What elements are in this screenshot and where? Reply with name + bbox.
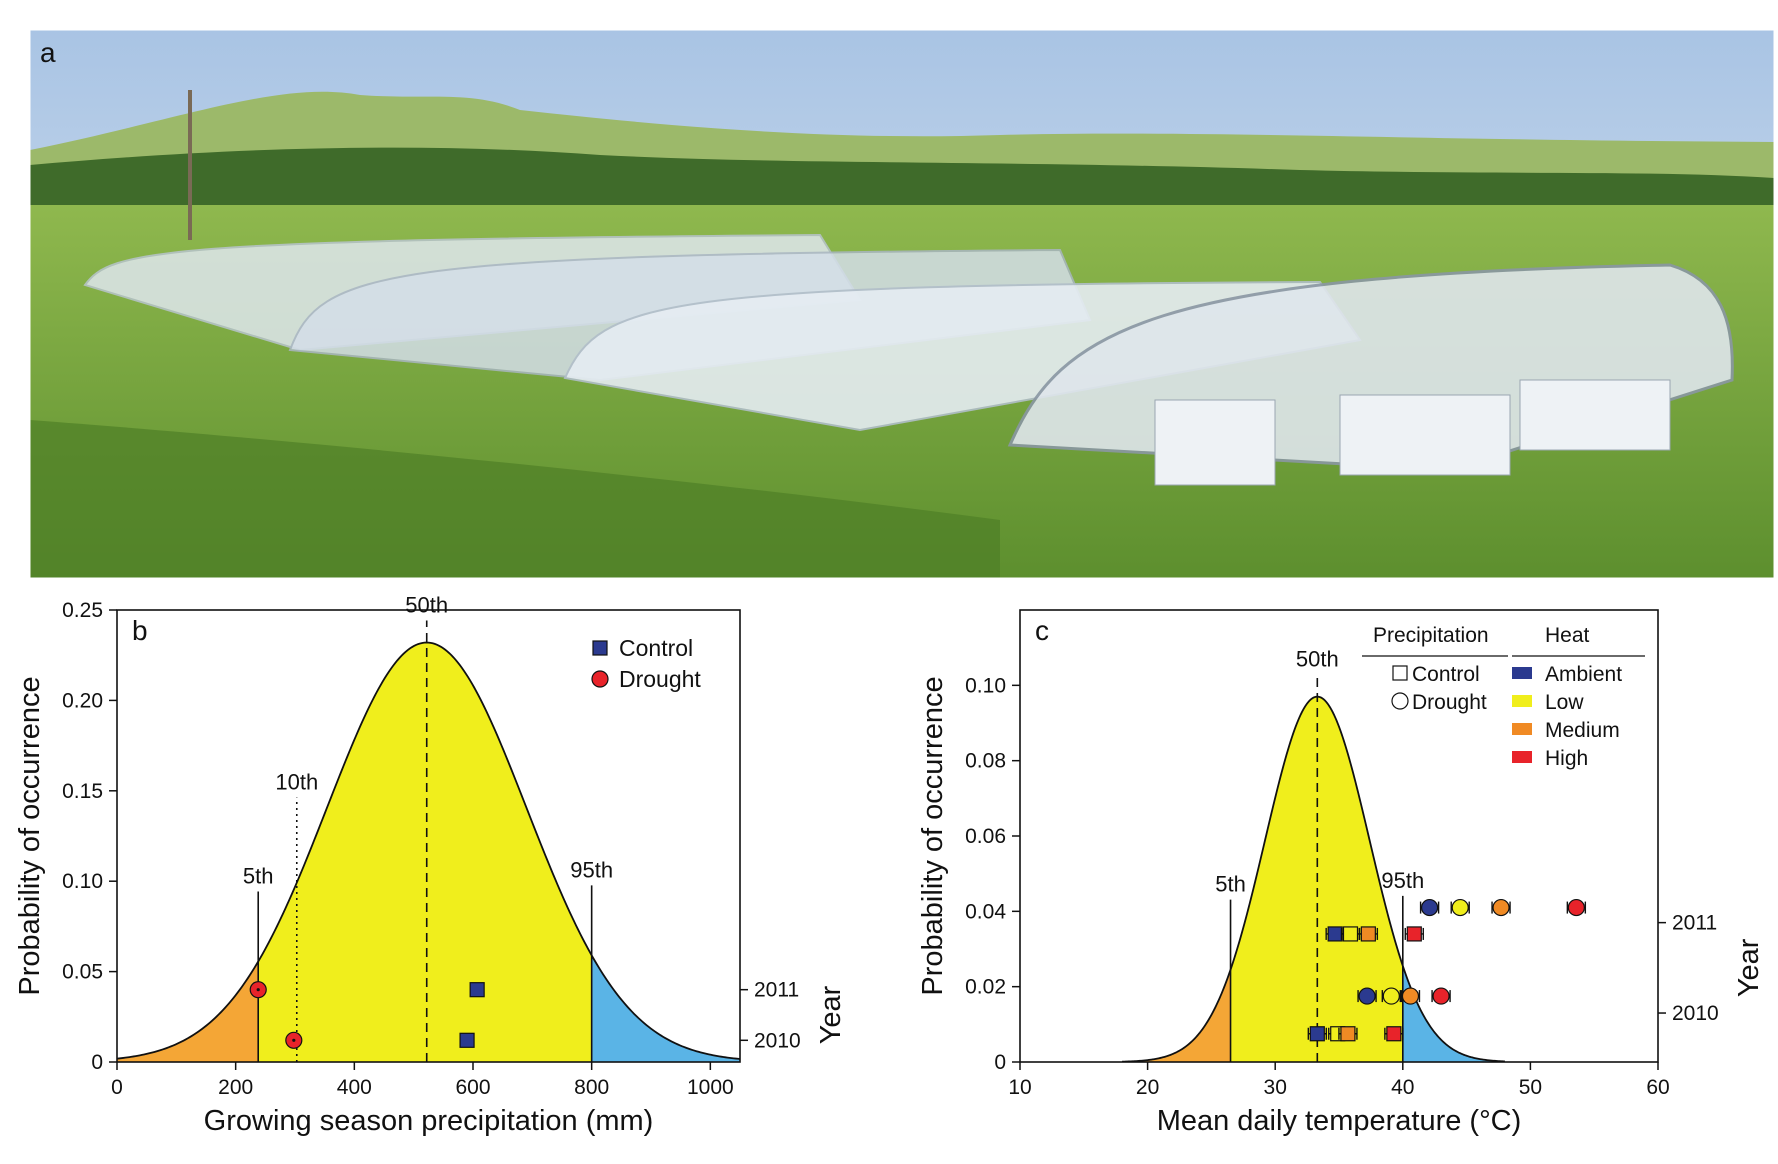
year-tick-label: 2011 — [754, 979, 799, 1002]
x-tick-label: 800 — [574, 1076, 609, 1099]
y-tick-label: 0.10 — [965, 674, 1006, 697]
x-tick-label: 60 — [1646, 1076, 1669, 1099]
x-tick-label: 10 — [1008, 1076, 1031, 1099]
x-tick-label: 0 — [111, 1076, 123, 1099]
y-tick-label: 0.15 — [62, 780, 103, 803]
y-tick-label: 0 — [994, 1051, 1006, 1074]
y-tick-label: 0.08 — [965, 750, 1006, 773]
legend-label-medium: Medium — [1545, 719, 1620, 742]
data-point-square-ambient — [1309, 1026, 1325, 1042]
x-tick-label: 400 — [337, 1076, 372, 1099]
y-axis-label: Probability of occurrence — [917, 676, 949, 995]
legend-label-low: Low — [1545, 691, 1584, 714]
data-point-control — [469, 982, 485, 998]
data-point-square-low — [1342, 926, 1359, 942]
data-point-square-medium — [1360, 926, 1376, 942]
legend-label-control: Control — [1412, 663, 1480, 686]
y-tick-label: 0.25 — [62, 599, 103, 622]
distribution-curve — [1122, 695, 1505, 1063]
x-tick-label: 1000 — [687, 1076, 734, 1099]
percentile-label-50th: 50th — [1296, 647, 1339, 672]
year-tick-label: 2010 — [754, 1029, 801, 1052]
data-point-circle-medium — [1401, 987, 1420, 1005]
high-tail-area — [1402, 965, 1505, 1062]
legend-precipitation-title: Precipitation — [1373, 624, 1489, 647]
high-tail-area — [591, 955, 740, 1062]
data-point-circle-high — [1567, 898, 1585, 917]
right-axis-label: Year — [1733, 938, 1765, 997]
legend-marker-drought — [1391, 692, 1409, 710]
data-point-circle-ambient — [1358, 987, 1376, 1005]
percentile-label-50th: 50th — [405, 593, 448, 618]
percentile-label-95th: 95th — [1381, 868, 1424, 893]
x-tick-label: 600 — [455, 1076, 490, 1099]
data-point-control — [459, 1032, 475, 1048]
low-tail-area — [1122, 969, 1231, 1062]
data-point-square-high — [1386, 1026, 1402, 1042]
legend-label-drought: Drought — [1412, 691, 1487, 714]
y-tick-label: 0 — [91, 1051, 103, 1074]
data-point-circle-medium — [1492, 898, 1510, 917]
x-axis-label: Growing season precipitation (mm) — [204, 1105, 654, 1137]
chart-panel-c: 5th 50th 95th 10 20 30 40 50 60 0 0.02 0.04 0.06 0.08… — [917, 609, 1765, 1137]
right-axis-label: Year — [815, 985, 847, 1044]
legend-swatch-medium — [1512, 723, 1532, 735]
legend-label-ambient: Ambient — [1545, 663, 1622, 686]
chart-panel-b: 5th 10th 50th 95th 0 200 400 600 800 1000 0 0.05 0.1… — [14, 593, 847, 1137]
legend-label-drought: Drought — [619, 666, 701, 692]
distribution-curve — [116, 641, 741, 1060]
y-tick-label: 0.06 — [965, 825, 1006, 848]
legend-label-high: High — [1545, 747, 1588, 770]
year-tick-label: 2011 — [1672, 912, 1717, 935]
y-tick-label: 0.04 — [965, 900, 1006, 923]
x-tick-label: 20 — [1136, 1076, 1159, 1099]
legend-marker-drought — [591, 670, 609, 688]
legend-marker-control — [1392, 665, 1408, 681]
x-tick-label: 40 — [1391, 1076, 1414, 1099]
data-point-circle-high — [1432, 987, 1450, 1005]
x-tick-label: 200 — [218, 1076, 253, 1099]
legend-label-control: Control — [619, 635, 693, 661]
data-point-center — [256, 988, 260, 992]
panel-b-label: b — [132, 615, 148, 646]
panel-c-label: c — [1035, 615, 1049, 646]
y-tick-label: 0.02 — [965, 976, 1006, 999]
data-point-circle-low — [1451, 898, 1469, 917]
data-point-center — [292, 1038, 296, 1042]
percentile-label-5th: 5th — [243, 864, 274, 889]
x-tick-label: 50 — [1519, 1076, 1542, 1099]
legend-heat-title: Heat — [1545, 624, 1590, 647]
data-point-square-ambient — [1327, 926, 1343, 942]
data-point-square-medium — [1340, 1026, 1356, 1042]
percentile-label-10th: 10th — [275, 770, 318, 795]
x-tick-label: 30 — [1264, 1076, 1287, 1099]
year-tick-label: 2010 — [1672, 1002, 1719, 1025]
y-tick-label: 0.20 — [62, 689, 103, 712]
data-point-square-high — [1406, 926, 1422, 942]
x-axis-label: Mean daily temperature (°C) — [1157, 1105, 1522, 1137]
y-tick-label: 0.05 — [62, 961, 103, 984]
legend-swatch-high — [1512, 751, 1532, 763]
panel-a-label: a — [40, 37, 56, 68]
percentile-label-95th: 95th — [570, 857, 613, 882]
low-tail-area — [117, 961, 259, 1062]
data-point-circle-ambient — [1420, 898, 1439, 917]
legend-marker-control — [592, 640, 608, 656]
photo-panel: a — [29, 29, 1775, 579]
y-axis-label: Probability of occurrence — [14, 676, 46, 995]
plot-frame — [116, 609, 741, 1063]
central-area — [258, 642, 592, 1062]
percentile-label-5th: 5th — [1215, 872, 1246, 897]
legend-swatch-ambient — [1512, 667, 1532, 679]
legend-swatch-low — [1512, 695, 1532, 707]
data-point-circle-low — [1382, 987, 1400, 1005]
y-tick-label: 0.10 — [62, 870, 103, 893]
greenhouse-field-photo — [29, 29, 1775, 579]
